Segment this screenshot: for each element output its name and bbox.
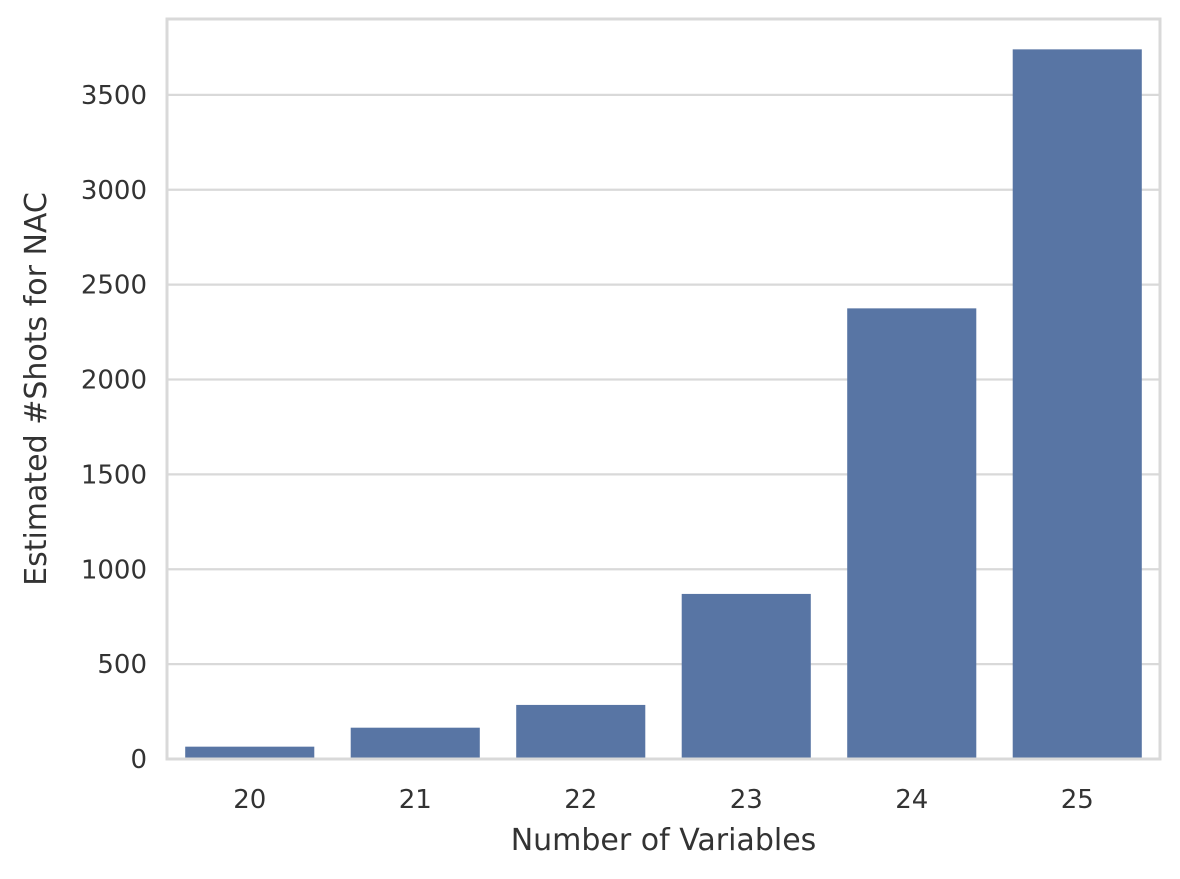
y-tick-label: 2500 <box>81 271 147 301</box>
x-tick-label: 23 <box>730 785 763 815</box>
x-tick-label: 20 <box>233 785 266 815</box>
y-tick-label: 2000 <box>81 366 147 396</box>
bar-21 <box>350 727 480 759</box>
bar-20 <box>185 746 315 759</box>
x-tick-label: 22 <box>564 785 597 815</box>
x-axis-label: Number of Variables <box>511 823 817 858</box>
grid-lines <box>167 93 1160 761</box>
y-tick-label: 1000 <box>81 555 147 585</box>
y-tick-label: 1500 <box>81 460 147 490</box>
x-tick-label: 21 <box>399 785 432 815</box>
y-axis-label: Estimated #Shots for NAC <box>19 192 54 586</box>
y-tick-label: 500 <box>97 650 147 680</box>
y-tick-label: 0 <box>130 745 147 775</box>
x-tick-label: 25 <box>1061 785 1094 815</box>
bar-24 <box>847 308 977 759</box>
x-tick-label: 24 <box>895 785 928 815</box>
plot-frame <box>165 17 1162 761</box>
y-tick-label: 3500 <box>81 81 147 111</box>
x-tick-labels: 20 21 22 23 24 25 <box>233 785 1094 815</box>
bar-25 <box>1012 49 1142 760</box>
y-tick-labels: 0 500 1000 1500 2000 2500 3000 3500 <box>81 81 147 775</box>
bar-22 <box>516 704 646 759</box>
bars <box>185 49 1142 760</box>
bar-23 <box>681 593 811 759</box>
y-tick-label: 3000 <box>81 176 147 206</box>
